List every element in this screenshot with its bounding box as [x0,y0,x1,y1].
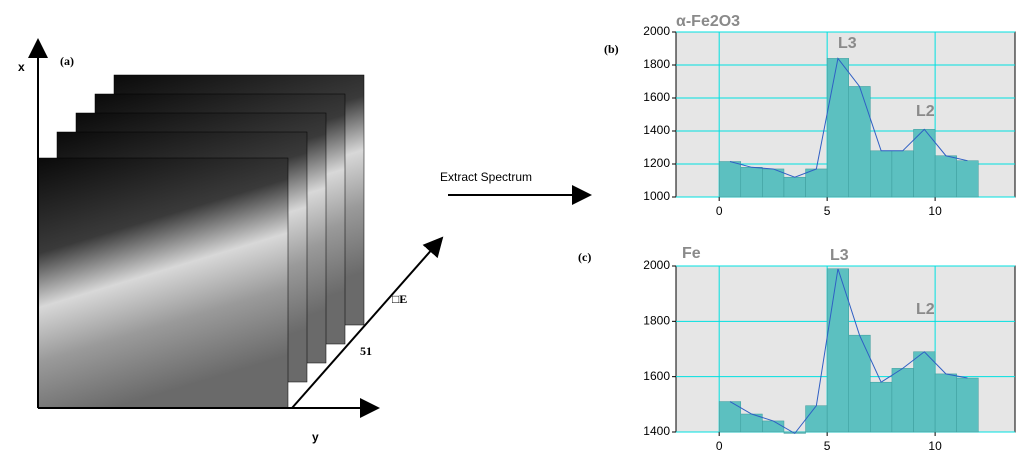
x-tick-label: 0 [716,439,723,453]
x-tick-label: 0 [716,204,723,218]
y-label: y [312,430,319,444]
y-tick-label: 1600 [643,369,670,383]
bar [848,334,871,433]
bar [934,373,957,433]
y-tick-label: 1000 [643,189,670,203]
x-label: x [18,60,25,74]
bar [805,405,828,433]
bar [891,368,914,433]
chart-title: α-Fe2O3 [676,13,740,30]
spectrum-line [729,268,968,435]
y-tick-label: 2000 [643,258,670,272]
annotation: L2 [916,103,935,120]
bar [718,161,742,198]
arrow-label: Extract Spectrum [440,170,532,184]
bar [826,58,849,198]
bar [783,176,806,198]
y-tick-label: 1800 [643,57,670,71]
y-tick-label: 1400 [643,424,670,438]
panel-label: (a) [60,54,74,68]
annotation: L3 [838,35,857,52]
y-tick-label: 1800 [643,314,670,328]
bar [913,351,936,433]
bar [762,420,785,433]
bar [956,377,979,433]
bar [870,381,893,433]
slices-label: 51 [360,344,372,358]
bar [934,155,957,198]
y-tick-label: 1400 [643,123,670,137]
spectrum-line [729,57,968,178]
annotation: L2 [916,301,935,318]
bar [848,86,871,198]
panel-label: (c) [578,250,591,264]
energy-axis-arrow [291,236,444,409]
bar [762,168,785,198]
panel-label: (b) [604,42,619,56]
bar [891,150,914,198]
x-tick-label: 10 [928,439,942,453]
x-tick-label: 5 [824,439,831,453]
annotation: L3 [830,247,849,264]
y-tick-label: 1200 [643,156,670,170]
image-stack [37,74,365,409]
energy-label: □E [392,292,407,306]
chart-title: Fe [682,245,701,262]
bar [913,129,936,198]
x-tick-label: 5 [824,204,831,218]
y-tick-label: 1600 [643,90,670,104]
y-tick-label: 2000 [643,24,670,38]
x-tick-label: 10 [928,204,942,218]
bar [805,168,828,198]
bar [740,167,763,198]
bar [870,150,893,198]
bar [956,160,979,198]
